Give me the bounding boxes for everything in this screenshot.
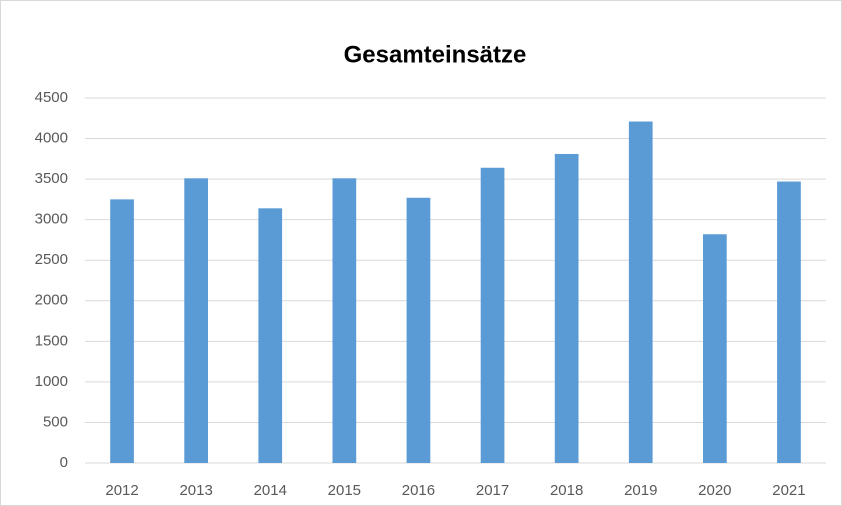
- bar: [480, 167, 505, 463]
- chart-title: Gesamteinsätze: [344, 41, 527, 68]
- bar: [184, 178, 209, 464]
- y-tick-label: 4500: [35, 89, 68, 106]
- y-tick-label: 0: [60, 454, 68, 471]
- bar: [777, 181, 801, 464]
- bar: [554, 153, 579, 463]
- y-tick-label: 2500: [35, 251, 68, 268]
- x-tick-label: 2015: [328, 482, 361, 499]
- y-tick-label: 4000: [35, 130, 68, 147]
- bar: [406, 197, 431, 463]
- x-tick-label: 2019: [624, 482, 657, 499]
- y-tick-label: 2000: [35, 292, 68, 309]
- x-tick-label: 2014: [254, 482, 287, 499]
- x-tick-label: 2013: [179, 482, 212, 499]
- x-tick-label: 2018: [550, 482, 583, 499]
- x-tick-label: 2012: [105, 482, 138, 499]
- y-tick-label: 500: [43, 413, 68, 430]
- bar: [258, 208, 283, 463]
- bar: [702, 234, 727, 463]
- bar: [332, 178, 357, 464]
- x-tick-label: 2020: [698, 482, 731, 499]
- x-tick-label: 2016: [402, 482, 435, 499]
- y-tick-label: 1500: [35, 332, 68, 349]
- y-tick-label: 3000: [35, 211, 68, 228]
- y-tick-label: 3500: [35, 170, 68, 187]
- bar: [628, 121, 653, 464]
- bar: [110, 199, 134, 463]
- x-tick-label: 2021: [772, 482, 805, 499]
- y-tick-label: 1000: [35, 373, 68, 390]
- x-tick-label: 2017: [476, 482, 509, 499]
